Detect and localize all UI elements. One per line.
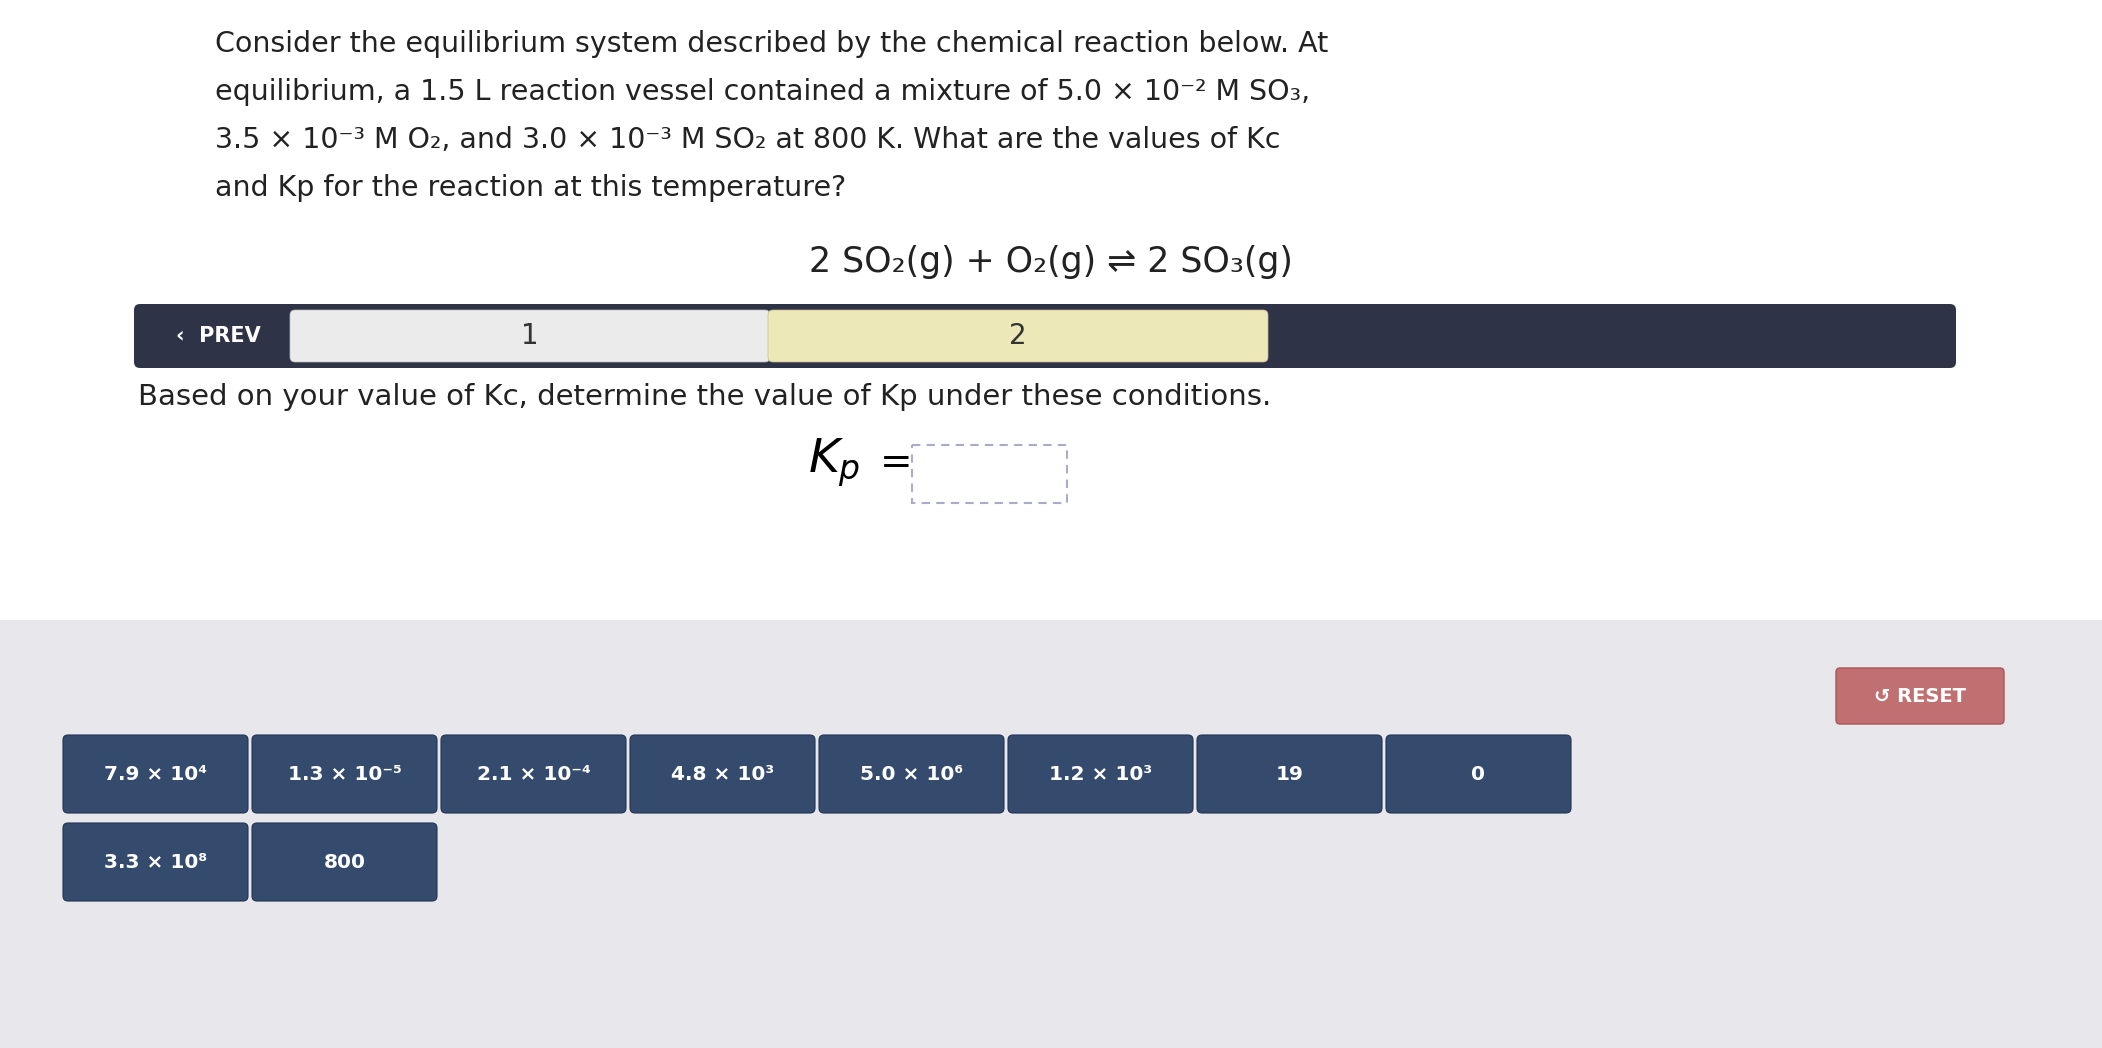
Text: 0: 0 (1471, 764, 1486, 784)
Text: 800: 800 (324, 852, 366, 872)
Text: 1.2 × 10³: 1.2 × 10³ (1049, 764, 1152, 784)
FancyBboxPatch shape (1196, 735, 1381, 813)
FancyBboxPatch shape (912, 445, 1068, 503)
FancyBboxPatch shape (63, 735, 248, 813)
Text: 3.3 × 10⁸: 3.3 × 10⁸ (103, 852, 208, 872)
FancyBboxPatch shape (135, 304, 1957, 368)
Text: Consider the equilibrium system described by the chemical reaction below. At: Consider the equilibrium system describe… (214, 30, 1328, 58)
FancyBboxPatch shape (1835, 668, 2003, 724)
FancyBboxPatch shape (441, 735, 626, 813)
Text: 2 SO₂(g) + O₂(g) ⇌ 2 SO₃(g): 2 SO₂(g) + O₂(g) ⇌ 2 SO₃(g) (809, 245, 1293, 279)
Text: 1: 1 (521, 322, 538, 350)
FancyBboxPatch shape (820, 735, 1005, 813)
FancyBboxPatch shape (767, 310, 1268, 362)
FancyBboxPatch shape (63, 823, 248, 901)
Text: ‹  PREV: ‹ PREV (177, 326, 261, 346)
Text: 19: 19 (1276, 764, 1303, 784)
Text: =: = (881, 444, 912, 482)
FancyBboxPatch shape (252, 735, 437, 813)
Text: 5.0 × 10⁶: 5.0 × 10⁶ (860, 764, 963, 784)
Text: equilibrium, a 1.5 L reaction vessel contained a mixture of 5.0 × 10⁻² M SO₃,: equilibrium, a 1.5 L reaction vessel con… (214, 78, 1310, 106)
Text: 4.8 × 10³: 4.8 × 10³ (671, 764, 774, 784)
Text: 3.5 × 10⁻³ M O₂, and 3.0 × 10⁻³ M SO₂ at 800 K. What are the values of Kc: 3.5 × 10⁻³ M O₂, and 3.0 × 10⁻³ M SO₂ at… (214, 126, 1280, 154)
Text: and Kp for the reaction at this temperature?: and Kp for the reaction at this temperat… (214, 174, 847, 202)
FancyBboxPatch shape (252, 823, 437, 901)
FancyBboxPatch shape (1385, 735, 1570, 813)
Text: 2: 2 (1009, 322, 1026, 350)
Text: Based on your value of Kc, determine the value of Kp under these conditions.: Based on your value of Kc, determine the… (139, 383, 1272, 411)
FancyBboxPatch shape (631, 735, 816, 813)
Text: $\mathit{K}_p$: $\mathit{K}_p$ (807, 437, 860, 489)
FancyBboxPatch shape (290, 310, 769, 362)
Bar (0, 0, 2102, 620)
Text: 7.9 × 10⁴: 7.9 × 10⁴ (103, 764, 208, 784)
FancyBboxPatch shape (1009, 735, 1194, 813)
Text: 1.3 × 10⁻⁵: 1.3 × 10⁻⁵ (288, 764, 401, 784)
Text: ↺ RESET: ↺ RESET (1875, 686, 1965, 705)
Bar (0, 620, 2102, 1048)
Text: 2.1 × 10⁻⁴: 2.1 × 10⁻⁴ (477, 764, 591, 784)
